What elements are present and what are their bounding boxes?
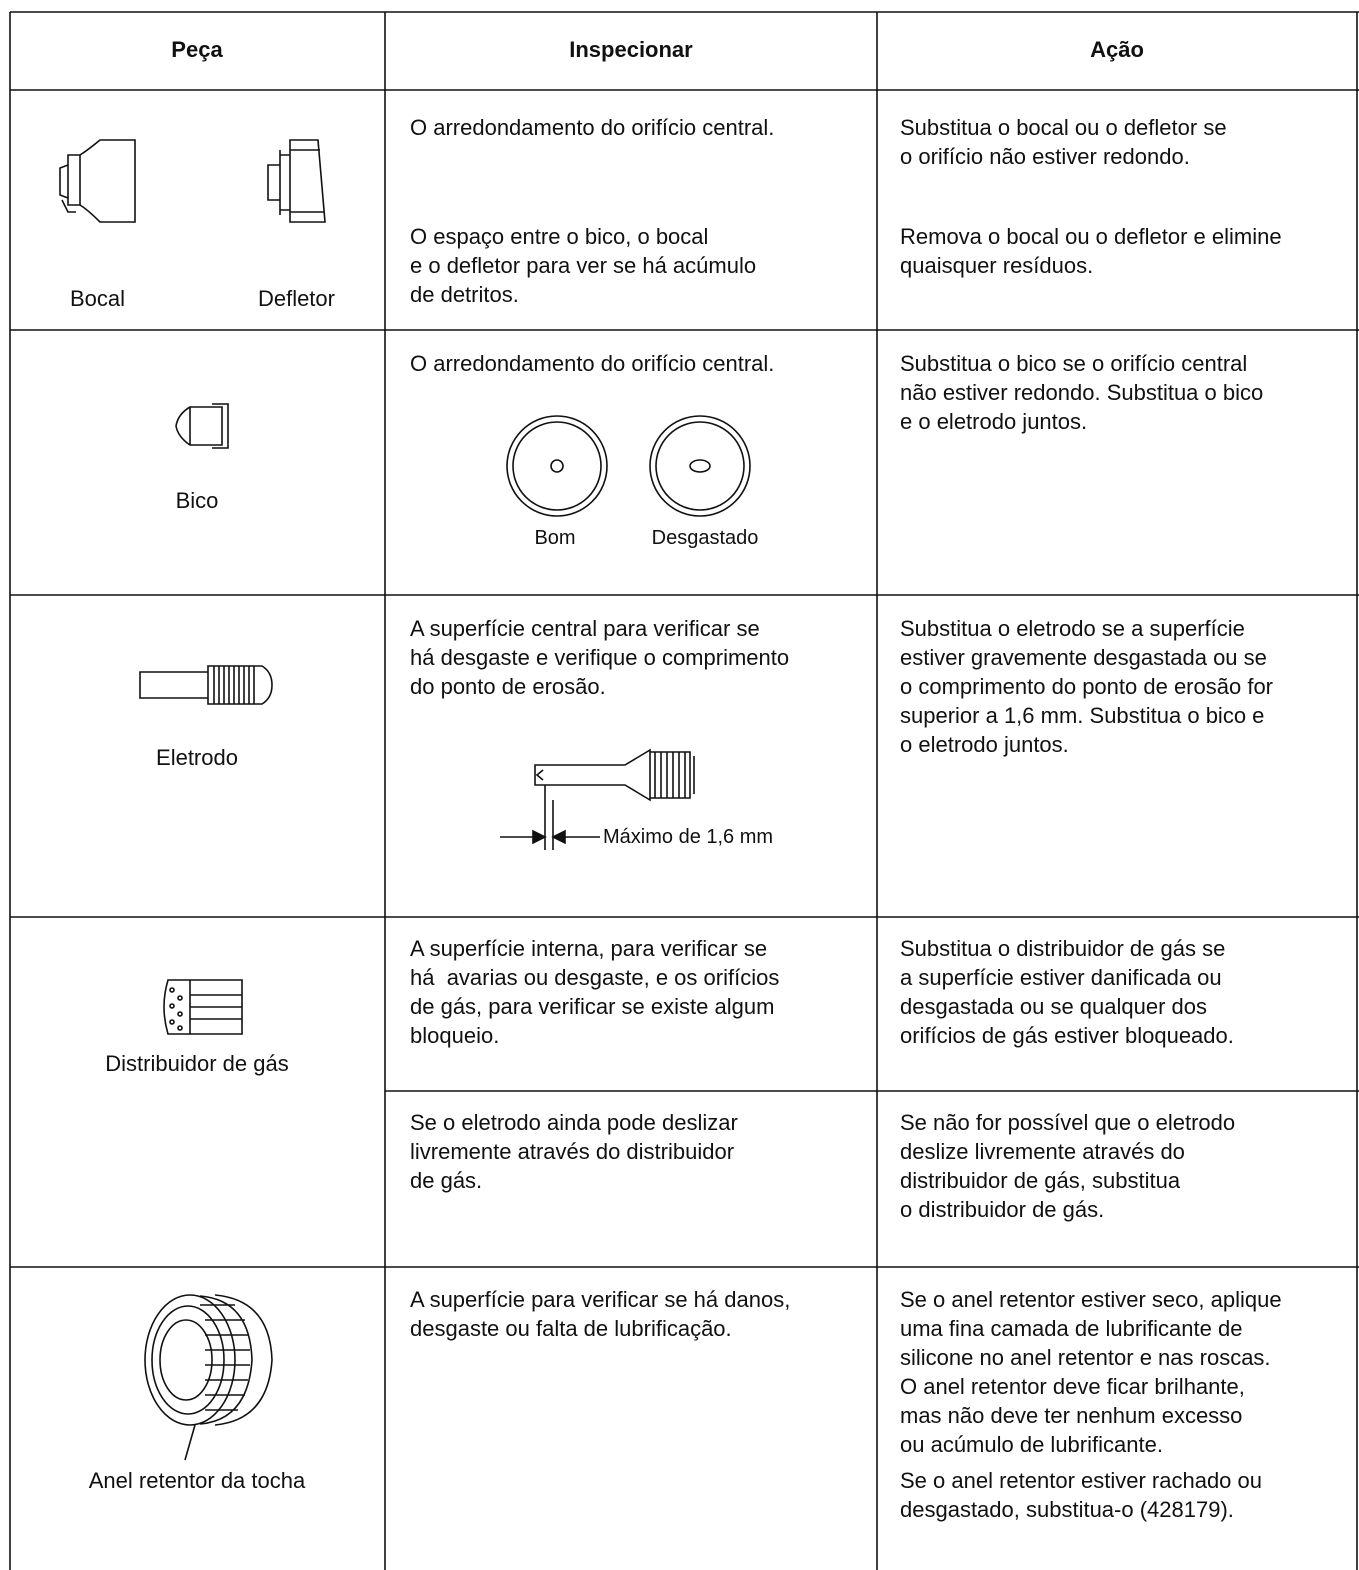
inspect-text: de gás, para verificar se existe algum — [410, 994, 775, 1019]
figure-label: Desgastado — [651, 527, 759, 549]
action-text: não estiver redondo. Substitua o bico — [900, 380, 1264, 405]
gas-distributor-icon — [163, 979, 243, 1035]
action-text: uma fina camada de lubrificante de — [900, 1316, 1243, 1341]
inspect-text: A superfície interna, para verificar se — [410, 936, 768, 961]
action-text: Remova o bocal ou o defletor e elimine — [900, 224, 1282, 249]
action-text: estiver gravemente desgastada ou se — [900, 645, 1267, 670]
action-text: Substitua o bico se o orifício central — [900, 351, 1248, 376]
inspect-text: há avarias ou desgaste, e os orifícios — [410, 965, 780, 990]
action-text: Se não for possível que o eletrodo — [900, 1110, 1236, 1135]
shield-icon — [267, 139, 326, 223]
retaining-ring-icon — [144, 1294, 273, 1461]
part-label: Distribuidor de gás — [105, 1051, 289, 1076]
borders — [9, 11, 1359, 1570]
action-text: distribuidor de gás, substitua — [900, 1168, 1181, 1193]
action-text: superior a 1,6 mm. Substitua o bico e — [900, 703, 1265, 728]
action-text: O anel retentor deve ficar brilhante, — [900, 1374, 1245, 1399]
action-text: desgastado, substitua-o (428179). — [900, 1497, 1234, 1522]
action-text: o comprimento do ponto de erosão for — [900, 674, 1274, 699]
inspect-text: bloqueio. — [410, 1023, 500, 1048]
electrode-figure — [500, 748, 695, 850]
orifice-worn — [649, 415, 751, 517]
inspect-text: Se o eletrodo ainda pode deslizar — [410, 1110, 738, 1135]
action-text: a superfície estiver danificada ou — [900, 965, 1222, 990]
figure-label: Bom — [534, 527, 576, 549]
action-text: o orifício não estiver redondo. — [900, 144, 1190, 169]
inspect-text: de gás. — [410, 1168, 483, 1193]
action-text: o eletrodo juntos. — [900, 732, 1069, 757]
inspect-text: O espaço entre o bico, o bocal — [410, 224, 709, 249]
action-text: orifícios de gás estiver bloqueado. — [900, 1023, 1234, 1048]
inspect-text: do ponto de erosão. — [410, 674, 606, 699]
action-text: Substitua o distribuidor de gás se — [900, 936, 1226, 961]
action-text: mas não deve ter nenhum excesso — [900, 1403, 1243, 1428]
electrode-icon — [139, 665, 273, 705]
inspect-text: de detritos. — [410, 282, 519, 307]
inspect-text: livremente através do distribuidor — [410, 1139, 735, 1164]
inspect-text: desgaste ou falta de lubrificação. — [410, 1316, 732, 1341]
action-text: Substitua o bocal ou o defletor se — [900, 115, 1227, 140]
inspect-text: há desgaste e verifique o comprimento — [410, 645, 790, 670]
part-label: Anel retentor da tocha — [88, 1468, 306, 1493]
inspect-text: O arredondamento do orifício central. — [410, 351, 775, 376]
header-cell: Ação — [1090, 37, 1144, 62]
part-label: Bico — [175, 488, 219, 513]
part-label: Bocal — [70, 286, 126, 311]
header-cell: Inspecionar — [569, 37, 693, 62]
inspect-text: A superfície central para verificar se — [410, 616, 760, 641]
part-label: Defletor — [257, 286, 335, 311]
action-text: desgastada ou se qualquer dos — [900, 994, 1208, 1019]
nozzle-icon — [59, 139, 136, 223]
tip-icon — [175, 403, 229, 449]
inspect-text: A superfície para verificar se há danos, — [410, 1287, 791, 1312]
action-text: ou acúmulo de lubrificante. — [900, 1432, 1163, 1457]
orifice-good — [506, 415, 608, 517]
action-text: o distribuidor de gás. — [900, 1197, 1105, 1222]
inspect-text: O arredondamento do orifício central. — [410, 115, 775, 140]
action-text: silicone no anel retentor e nas roscas. — [900, 1345, 1271, 1370]
figure-label: Máximo de 1,6 mm — [603, 826, 774, 848]
action-text: Se o anel retentor estiver rachado ou — [900, 1468, 1263, 1493]
header-cell: Peça — [171, 37, 223, 62]
action-text: deslize livremente através do — [900, 1139, 1185, 1164]
action-text: quaisquer resíduos. — [900, 253, 1094, 278]
action-text: e o eletrodo juntos. — [900, 409, 1088, 434]
action-text: Substitua o eletrodo se a superfície — [900, 616, 1245, 641]
part-label: Eletrodo — [156, 745, 238, 770]
action-text: Se o anel retentor estiver seco, aplique — [900, 1287, 1282, 1312]
inspect-text: e o defletor para ver se há acúmulo — [410, 253, 757, 278]
